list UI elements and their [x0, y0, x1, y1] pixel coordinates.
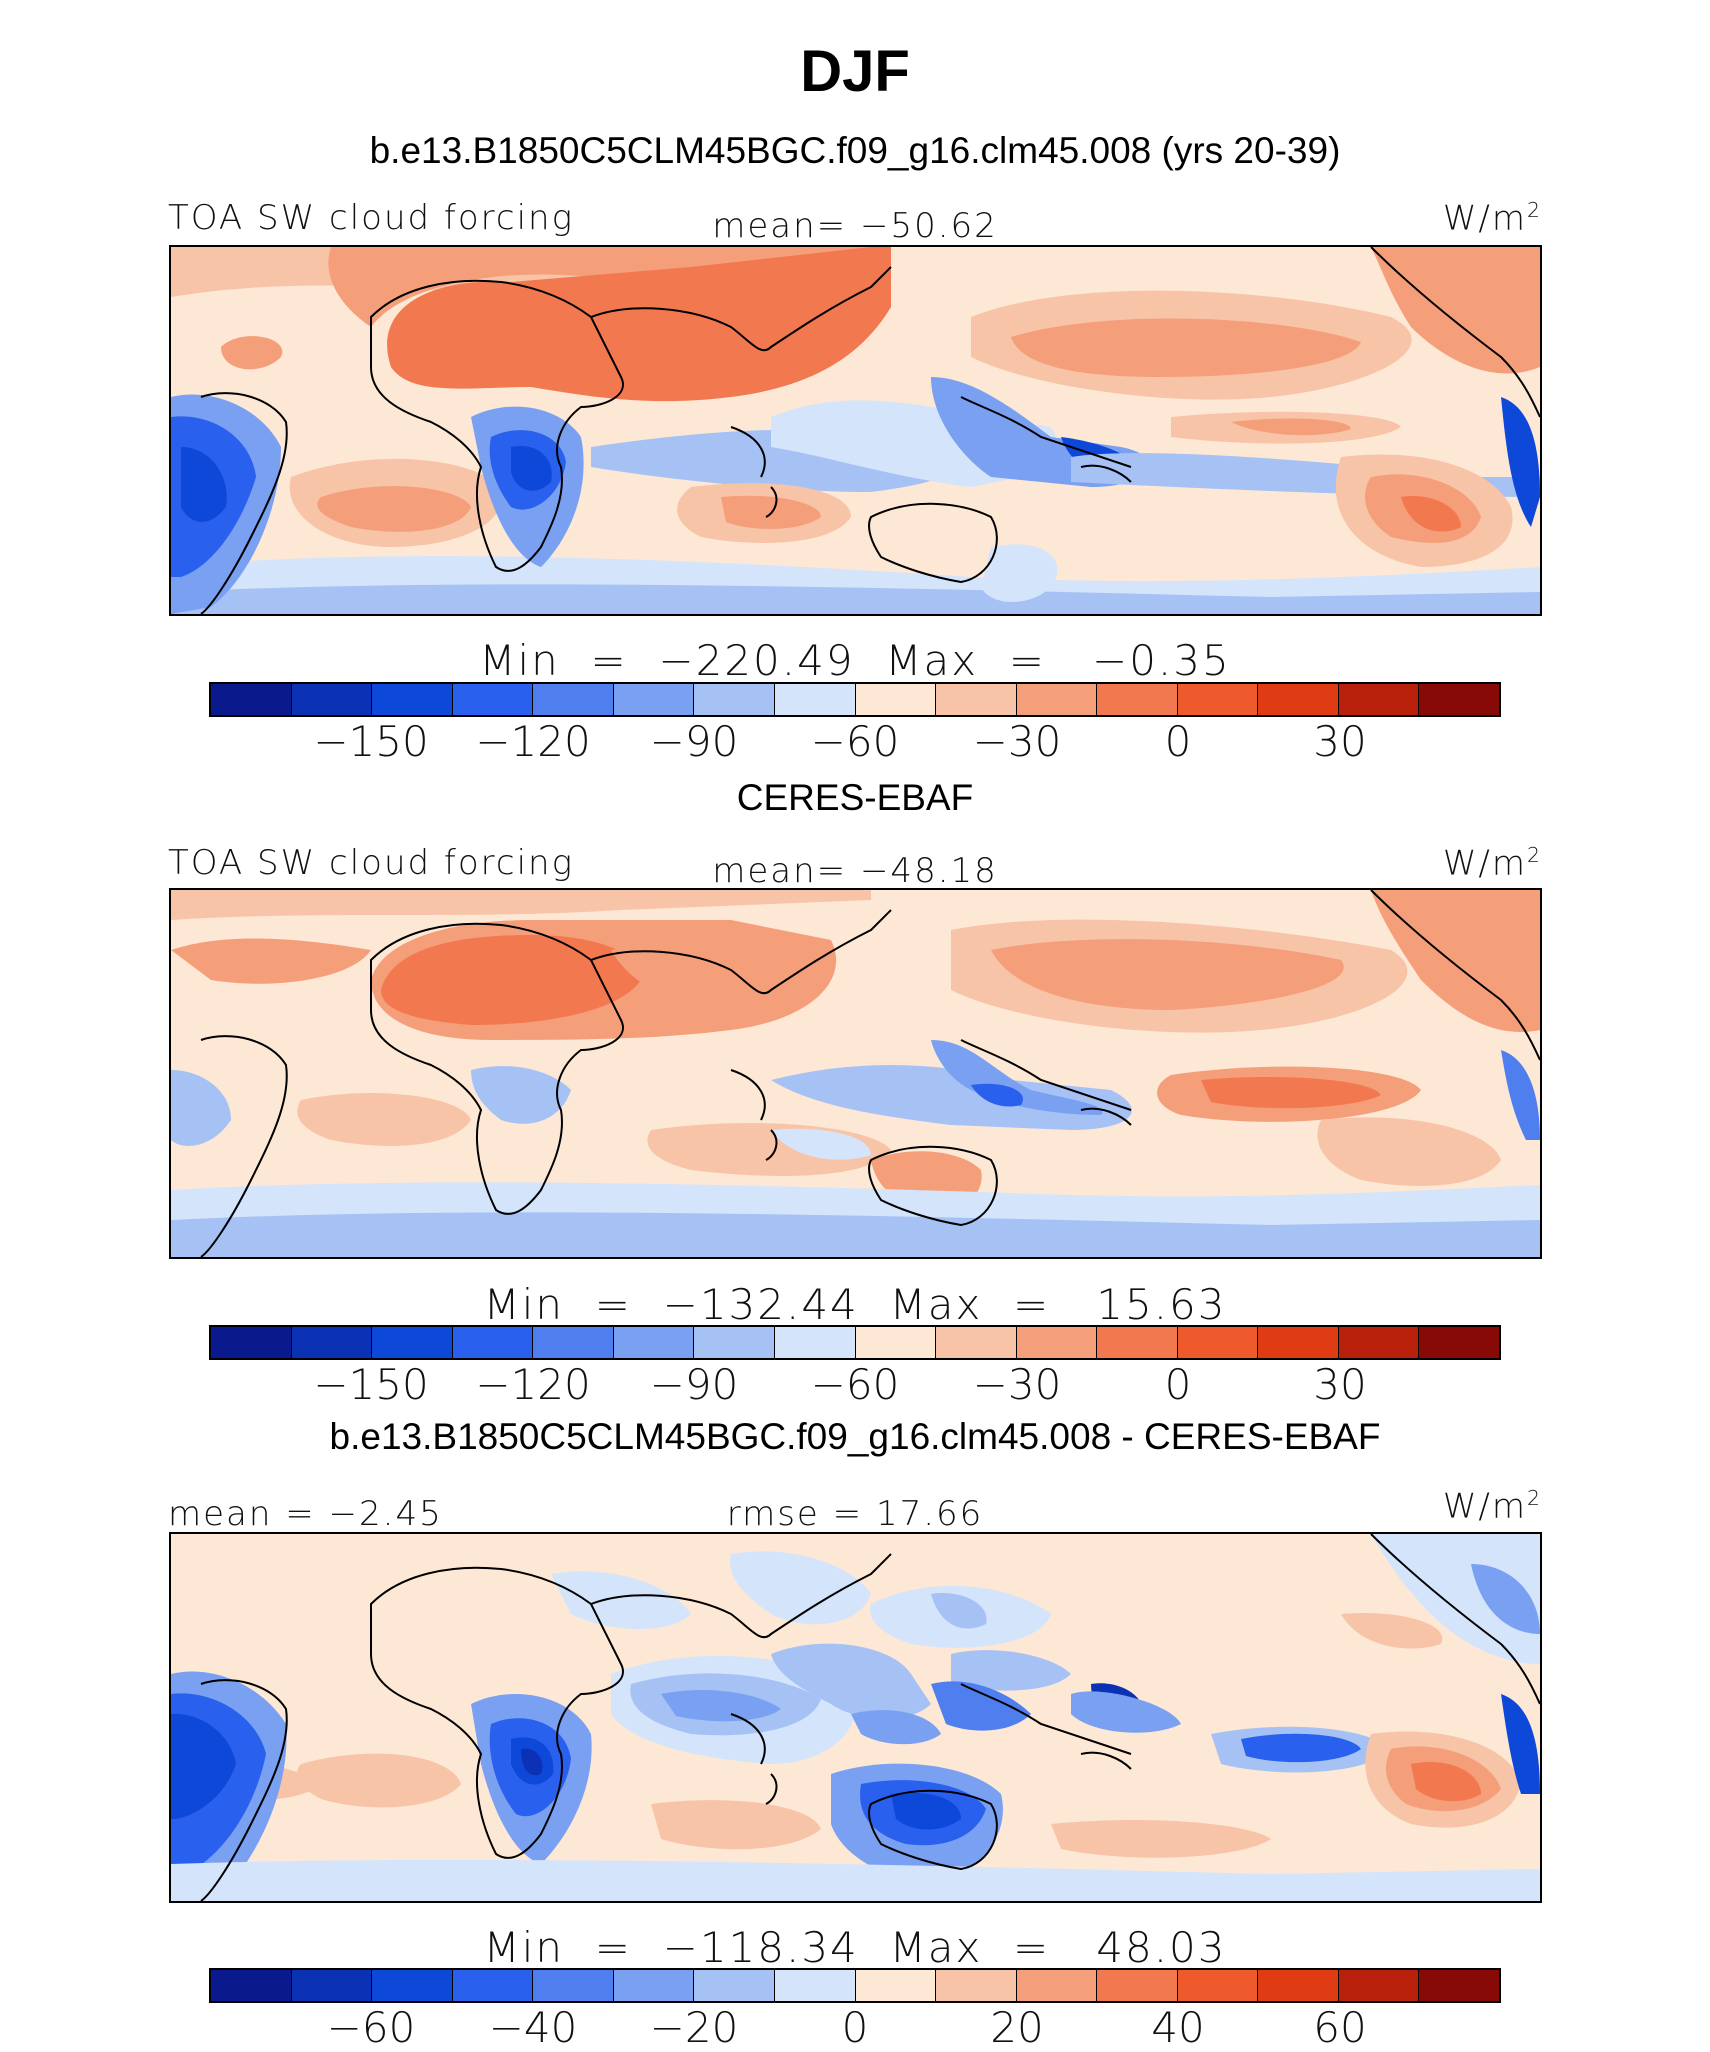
panel3-tick-4: 0 [841, 2003, 869, 2052]
panel1-colorbar-swatch-10 [936, 684, 1017, 715]
panel3-colorbar-swatch-3 [372, 1970, 453, 2001]
panel3-colorbar-swatch-7 [694, 1970, 775, 2001]
panel3-colorbar [209, 1968, 1501, 2003]
panel3-rmse-label: rmse = 17.66 [726, 1494, 984, 1534]
panel2-colorbar-swatch-16 [1419, 1327, 1499, 1358]
panel2-colorbar-swatch-1 [211, 1327, 292, 1358]
panel2-colorbar-swatch-9 [855, 1327, 937, 1358]
panel2-colorbar-swatch-3 [372, 1327, 453, 1358]
panel1-colorbar-swatch-13 [1177, 684, 1259, 715]
panel1-colorbar-swatch-16 [1419, 684, 1499, 715]
panel2-colorbar-swatch-11 [1016, 1327, 1098, 1358]
panel3-subtitle: b.e13.B1850C5CLM45BGC.f09_g16.clm45.008 … [329, 1416, 1381, 1457]
panel3-colorbar-swatch-10 [936, 1970, 1017, 2001]
panel2-map-field [171, 890, 1540, 1257]
panel1-colorbar-swatch-4 [452, 684, 534, 715]
panel3-colorbar-swatch-15 [1338, 1970, 1420, 2001]
panel3-colorbar-swatch-14 [1258, 1970, 1339, 2001]
panel3-map [169, 1532, 1542, 1903]
panel2-tick-3: −90 [649, 1360, 739, 1409]
panel2-units-label: W/m2 [1442, 843, 1542, 884]
panel1-units-label: W/m2 [1442, 198, 1542, 239]
panel2-colorbar-swatch-2 [291, 1327, 373, 1358]
panel3-map-field [171, 1534, 1540, 1901]
panel2-subtitle: CERES-EBAF [736, 777, 974, 818]
panel2-colorbar-swatch-8 [774, 1327, 856, 1358]
panel3-colorbar-swatch-5 [533, 1970, 614, 2001]
panel1-colorbar-swatch-15 [1338, 684, 1420, 715]
panel1-variable-label: TOA SW cloud forcing [168, 198, 574, 238]
panel3-colorbar-swatch-12 [1097, 1970, 1178, 2001]
panel3-tick-3: −20 [649, 2003, 739, 2052]
panel3-colorbar-swatch-4 [452, 1970, 534, 2001]
panel3-colorbar-swatch-2 [291, 1970, 373, 2001]
panel1-tick-5: −30 [972, 717, 1062, 766]
panel1-colorbar-swatch-9 [855, 684, 937, 715]
panel2-colorbar-swatch-7 [694, 1327, 775, 1358]
panel1-colorbar-swatch-8 [774, 684, 856, 715]
panel2-tick-7: 30 [1313, 1360, 1367, 1409]
panel3-colorbar-swatch-11 [1016, 1970, 1098, 2001]
panel1-map-field [171, 247, 1540, 614]
panel2-tick-1: −150 [313, 1360, 429, 1409]
panel1-subtitle: b.e13.B1850C5CLM45BGC.f09_g16.clm45.008 … [369, 130, 1341, 171]
panel1-map [169, 245, 1542, 616]
panel2-colorbar-swatch-13 [1177, 1327, 1259, 1358]
panel3-colorbar-swatch-9 [855, 1970, 937, 2001]
panel2-mean-label: mean= −48.18 [712, 851, 998, 891]
panel1-mean-label: mean= −50.62 [712, 206, 998, 246]
panel3-minmax-label: Min = −118.34 Max = 48.03 [483, 1923, 1227, 1972]
panel3-tick-5: 20 [990, 2003, 1044, 2052]
panel3-colorbar-swatch-16 [1419, 1970, 1499, 2001]
panel2-colorbar-swatch-15 [1338, 1327, 1420, 1358]
panel1-colorbar-swatch-12 [1097, 684, 1178, 715]
panel1-tick-4: −60 [810, 717, 900, 766]
panel1-tick-2: −120 [475, 717, 591, 766]
panel2-tick-2: −120 [475, 1360, 591, 1409]
panel3-colorbar-swatch-8 [774, 1970, 856, 2001]
panel1-colorbar-swatch-5 [533, 684, 614, 715]
panel1-tick-7: 30 [1313, 717, 1367, 766]
panel1-colorbar-swatch-3 [372, 684, 453, 715]
panel3-tick-7: 60 [1313, 2003, 1367, 2052]
panel2-map [169, 888, 1542, 1259]
panel1-colorbar [209, 682, 1501, 717]
panel1-colorbar-swatch-6 [613, 684, 695, 715]
panel2-colorbar-swatch-14 [1258, 1327, 1339, 1358]
panel1-colorbar-swatch-11 [1016, 684, 1098, 715]
panel1-minmax-label: Min = −220.49 Max = −0.35 [479, 636, 1231, 685]
panel3-mean-label: mean = −2.45 [168, 1494, 443, 1534]
panel2-tick-4: −60 [810, 1360, 900, 1409]
panel2-colorbar-swatch-12 [1097, 1327, 1178, 1358]
panel2-colorbar-swatch-5 [533, 1327, 614, 1358]
panel3-colorbar-swatch-6 [613, 1970, 695, 2001]
panel2-tick-5: −30 [972, 1360, 1062, 1409]
figure-title: DJF [800, 39, 910, 104]
panel1-tick-1: −150 [313, 717, 429, 766]
panel1-colorbar-swatch-7 [694, 684, 775, 715]
panel3-tick-1: −60 [326, 2003, 416, 2052]
panel2-colorbar [209, 1325, 1501, 1360]
panel1-tick-3: −90 [649, 717, 739, 766]
panel1-colorbar-swatch-1 [211, 684, 292, 715]
panel1-colorbar-swatch-14 [1258, 684, 1339, 715]
panel2-tick-6: 0 [1164, 1360, 1192, 1409]
panel2-minmax-label: Min = −132.44 Max = 15.63 [483, 1280, 1227, 1329]
panel3-colorbar-swatch-13 [1177, 1970, 1259, 2001]
panel3-colorbar-swatch-1 [211, 1970, 292, 2001]
panel3-tick-6: 40 [1151, 2003, 1205, 2052]
panel2-colorbar-swatch-6 [613, 1327, 695, 1358]
panel2-variable-label: TOA SW cloud forcing [168, 843, 574, 883]
panel1-colorbar-swatch-2 [291, 684, 373, 715]
panel2-colorbar-swatch-10 [936, 1327, 1017, 1358]
panel1-tick-6: 0 [1164, 717, 1192, 766]
panel3-units-label: W/m2 [1442, 1486, 1542, 1527]
panel3-tick-2: −40 [488, 2003, 578, 2052]
panel2-colorbar-swatch-4 [452, 1327, 534, 1358]
